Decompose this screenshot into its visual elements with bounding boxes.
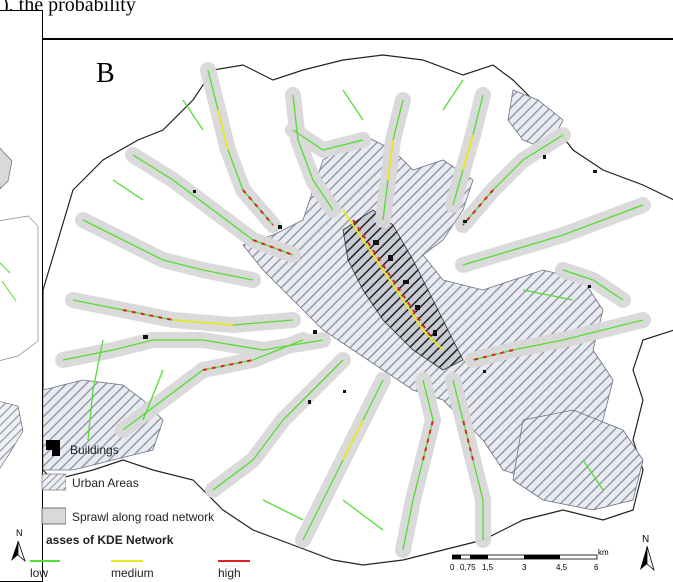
road-network-medium [172,109,474,461]
kde-class-low: low [30,556,62,580]
kde-low-label: low [30,566,49,580]
urban-area-southwest [43,379,164,471]
sprawl-swatch-icon [41,507,66,525]
scale-unit: km [598,548,609,557]
main-map-frame [42,38,673,577]
legend-urban-label: Urban Areas [72,476,139,490]
buildings-swatch-icon [46,440,60,456]
north-label: N [642,534,650,545]
kde-class-medium: medium [111,556,154,580]
scale-tick-0: 0 [450,563,455,572]
legend-buildings-label: Buildings [70,443,119,457]
scale-tick-2: 1,5 [482,563,494,572]
legend-sprawl-label: Sprawl along road network [72,510,215,524]
map-graphic [43,54,673,566]
urban-hatch-swatch-icon [41,473,66,491]
north-arrow-icon [640,546,655,572]
road-network-high [122,189,514,461]
left-map-graphic: N [0,147,39,563]
scale-tick-4: 4,5 [556,563,568,572]
kde-medium-swatch-icon [111,560,143,562]
buildings [143,155,597,404]
kde-high-label: high [218,566,241,580]
scale-tick-3: 3 [522,563,527,572]
caption-strip: ), the probability [0,0,673,38]
kde-class-high: high [218,556,252,580]
road-network-low [62,69,644,551]
left-north-label: N [16,528,23,538]
kde-medium-label: medium [111,566,154,580]
left-map-panel: N [0,10,43,582]
panel-label: B [96,58,115,89]
legend-kde-title: asses of KDE Network [46,533,174,547]
urban-area-southeast [512,409,644,511]
scale-tick-5: 6 [594,563,599,572]
kde-high-swatch-icon [218,560,250,562]
kde-low-swatch-icon [30,560,60,562]
scale-tick-1: 0,75 [460,563,476,572]
